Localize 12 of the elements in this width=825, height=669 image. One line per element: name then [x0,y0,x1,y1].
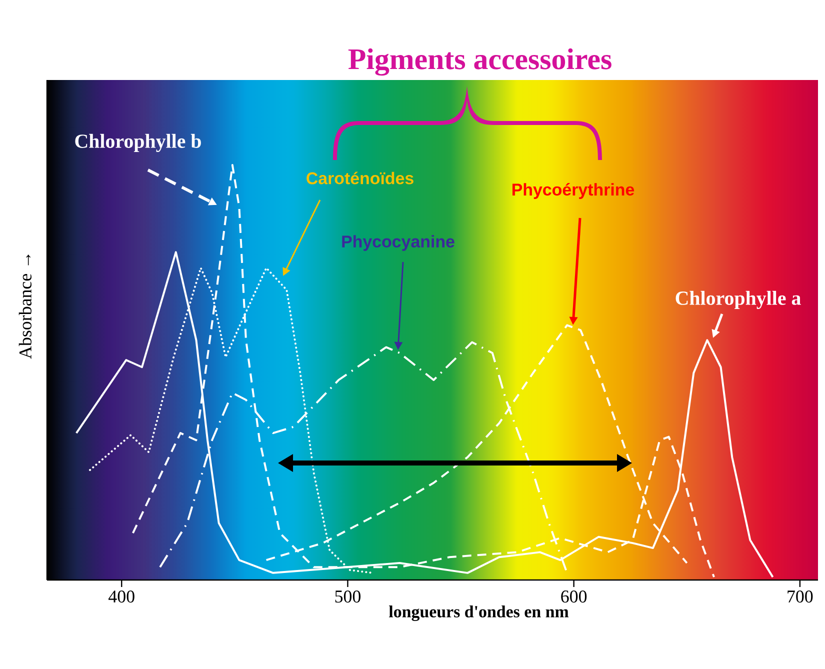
text: Phycoérythrine [512,183,634,199]
x-tick-label: 600 [561,590,587,603]
y-axis-title: Absorbance → [18,254,32,359]
text: Phycocyanine [342,235,454,251]
x-axis-title: longueurs d'ondes en nm [388,606,569,621]
x-tick-label: 500 [335,590,360,603]
text: Chlorophylle a [676,290,801,310]
x-tick-label: 400 [108,590,134,603]
text: Caroténoïdes [306,172,414,184]
series-label: Chlorophylle b [75,134,201,152]
text: Pigments accessoires [348,48,612,76]
x-tick-label: 700 [788,590,813,603]
